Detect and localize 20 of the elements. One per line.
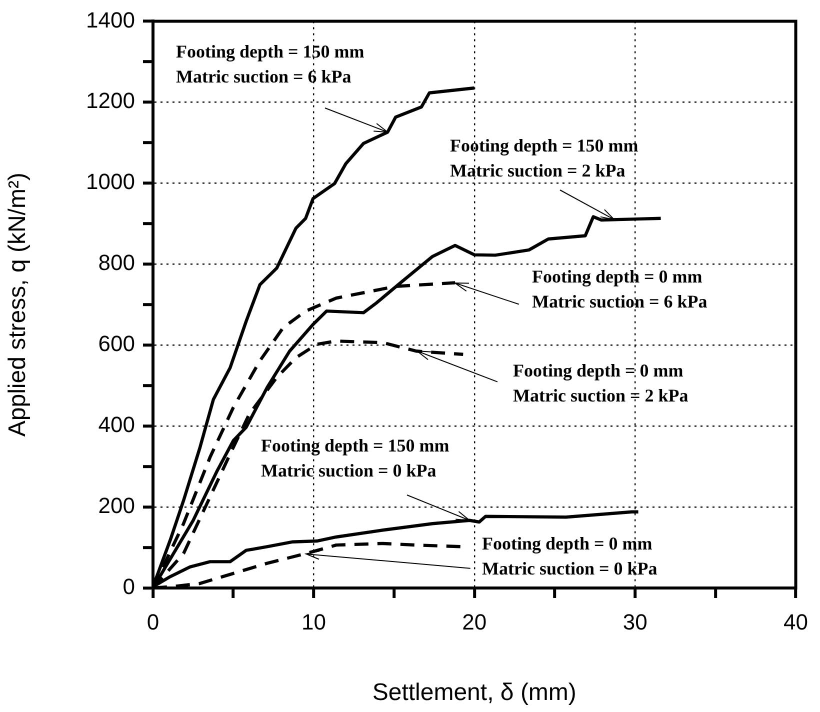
x-tick-label: 40 xyxy=(784,609,808,634)
x-tick-label: 10 xyxy=(301,609,326,634)
y-tick-label: 800 xyxy=(98,250,135,276)
x-axis-title: Settlement, δ (mm) xyxy=(372,679,576,706)
annotation: Footing depth = 0 mm Matric suction = 0 kPa xyxy=(482,534,658,579)
y-tick-label: 1400 xyxy=(86,7,135,32)
y-tick-label: 200 xyxy=(98,493,135,518)
y-tick-label: 400 xyxy=(98,412,135,438)
y-tick-label: 0 xyxy=(122,574,135,600)
y-tick-label: 600 xyxy=(98,331,135,356)
x-tick-label: 30 xyxy=(622,609,648,634)
y-tick-label: 1000 xyxy=(86,169,135,194)
annotation: Footing depth = 150 mm Matric suction = 0 kPa xyxy=(261,436,450,481)
annotation: Footing depth = 0 mm Matric suction = 2 kPa xyxy=(513,360,688,406)
x-tick-label: 20 xyxy=(462,609,487,634)
annotation: Footing depth = 150 mm Matric suction = 2 kPa xyxy=(450,136,638,181)
y-axis-title: Applied stress, q (kN/m²) xyxy=(4,172,32,437)
x-tick-label: 0 xyxy=(146,609,160,634)
y-tick-label: 1200 xyxy=(86,88,135,114)
annotation: Footing depth = 0 mm Matric suction = 6 kPa xyxy=(532,266,708,312)
